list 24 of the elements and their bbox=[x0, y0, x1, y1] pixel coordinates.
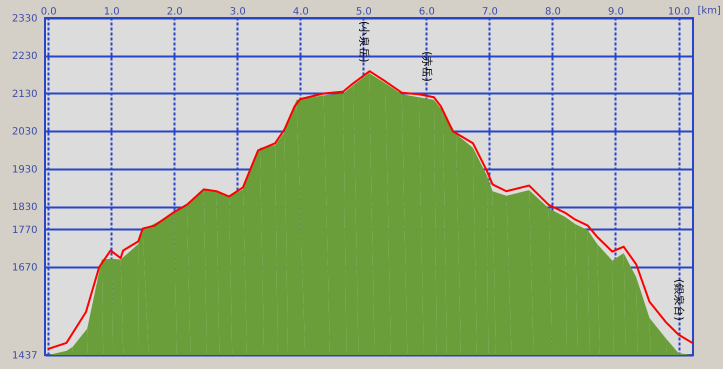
x-tick-label: 9.0 bbox=[608, 6, 624, 18]
x-tick-label: 1.0 bbox=[104, 6, 120, 18]
x-tick-label: 7.0 bbox=[482, 6, 498, 18]
annotation: (小泉岳) bbox=[357, 20, 370, 62]
y-tick-label: 2030 bbox=[12, 126, 38, 138]
x-axis-title: [km] bbox=[698, 6, 721, 16]
y-tick-label: 1437 bbox=[12, 350, 38, 362]
annotation: (銀泉台) bbox=[672, 279, 686, 321]
y-tick-label: 1830 bbox=[12, 202, 38, 214]
x-tick-label: 5.0 bbox=[356, 6, 372, 18]
annotation: (赤岳) bbox=[420, 51, 434, 82]
x-tick-label: 0.0 bbox=[40, 6, 57, 18]
y-tick-label: 1930 bbox=[12, 164, 38, 176]
x-tick-label: 2.0 bbox=[166, 6, 183, 18]
x-tick-label: 6.0 bbox=[418, 6, 435, 18]
y-tick-label: 2330 bbox=[12, 14, 38, 24]
y-tick-label: 1770 bbox=[12, 224, 38, 236]
x-tick-label: 3.0 bbox=[230, 6, 246, 18]
x-tick-label: 4.0 bbox=[292, 6, 309, 18]
y-tick-label: 2230 bbox=[12, 51, 38, 62]
x-tick-label: 8.0 bbox=[544, 6, 561, 18]
y-tick-label: 1670 bbox=[12, 262, 38, 274]
y-tick-label: 2130 bbox=[12, 88, 38, 100]
x-tick-label: 10.0 bbox=[668, 6, 690, 18]
